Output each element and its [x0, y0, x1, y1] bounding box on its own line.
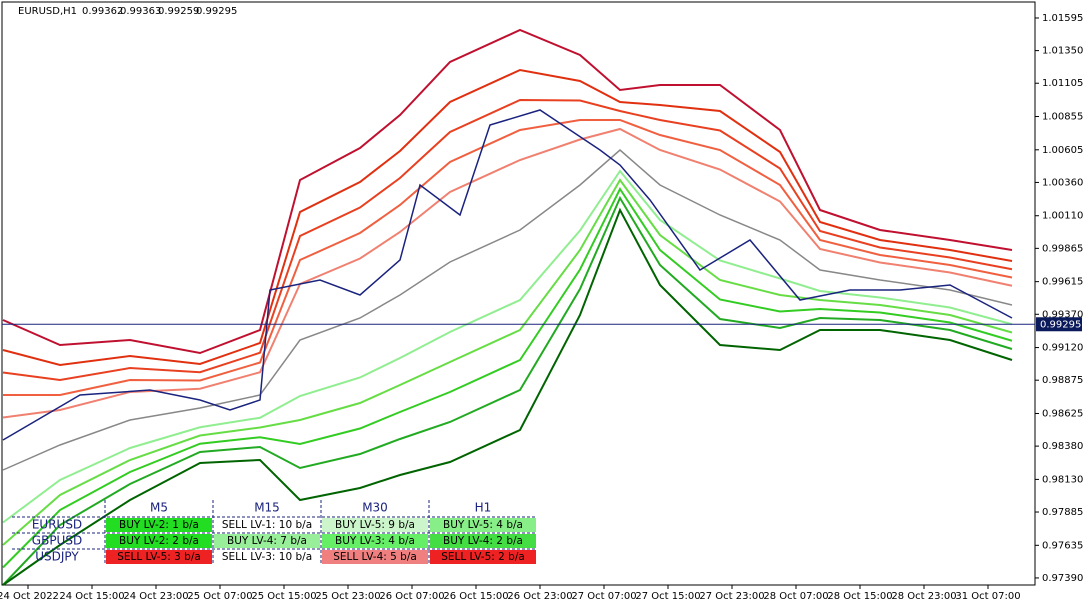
- y-tick-label: 0.97885: [1042, 507, 1083, 518]
- x-tick-label: 27 Oct 23:00: [699, 591, 764, 602]
- y-tick-label: 1.00855: [1042, 112, 1083, 123]
- bands: [2, 28, 1013, 586]
- ohlc-value: 0.99362: [82, 6, 123, 17]
- y-tick-label: 0.99120: [1042, 343, 1083, 354]
- signal-text: BUY LV-2: 2 b/a: [119, 535, 199, 547]
- signal-cell: [106, 550, 212, 564]
- signal-cell: [430, 534, 536, 548]
- y-tick-label: 0.97635: [1042, 540, 1083, 551]
- x-tick-label: 26 Oct 15:00: [443, 591, 508, 602]
- band-line: [2, 68, 1013, 367]
- signal-cell: [430, 518, 536, 532]
- y-tick-label: 1.01105: [1042, 78, 1083, 89]
- signal-text: BUY LV-4: 7 b/a: [227, 535, 307, 547]
- band-line: [2, 169, 1013, 524]
- band-line: [3, 119, 1013, 396]
- ohlc-value: 0.99259: [158, 6, 199, 17]
- ohlc-value: 0.99295: [196, 6, 237, 17]
- y-tick-label: 0.98875: [1042, 375, 1083, 386]
- y-tick-label: 1.00360: [1042, 177, 1083, 188]
- x-tick-label: 28 Oct 07:00: [763, 591, 828, 602]
- y-tick-label: 0.98380: [1042, 441, 1083, 452]
- x-tick-label: 25 Oct 15:00: [251, 591, 316, 602]
- signal-text: BUY LV-5: 9 b/a: [335, 519, 415, 531]
- y-tick-label: 1.00605: [1042, 145, 1083, 156]
- x-tick-label: 24 Oct 15:00: [59, 591, 124, 602]
- signal-cell: [430, 550, 536, 564]
- current-price-box: [1036, 317, 1082, 332]
- signal-cell: [322, 518, 428, 532]
- axes: 1.01595 1.01350 1.01105 1.00855 1.00605 1.003…: [0, 13, 1083, 602]
- x-tick-label: 27 Oct 15:00: [635, 591, 700, 602]
- y-tick-label: 0.99370: [1042, 309, 1083, 320]
- price-line: [2, 109, 1013, 441]
- y-tick-label: 1.00110: [1042, 211, 1083, 222]
- column-header: H1: [475, 501, 492, 515]
- column-header: M15: [254, 501, 280, 515]
- signal-table: M5 M15 M30 H1 EURUSD BUY LV-2: 1 b/a SELL LV-1…: [12, 500, 537, 565]
- signal-text: SELL LV-1: 10 b/a: [222, 519, 312, 531]
- x-tick-label: 24 Oct 2022: [0, 591, 59, 602]
- band-line: [2, 195, 1013, 586]
- y-tick-label: 1.01350: [1042, 46, 1083, 57]
- x-tick-label: 25 Oct 23:00: [315, 591, 380, 602]
- y-tick-label: 1.01595: [1042, 13, 1083, 24]
- x-tick-label: 28 Oct 23:00: [891, 591, 956, 602]
- signal-cell: [106, 518, 212, 532]
- signal-text: BUY LV-4: 2 b/a: [443, 535, 523, 547]
- x-tick-label: 28 Oct 15:00: [827, 591, 892, 602]
- row-symbol: EURUSD: [32, 518, 82, 532]
- x-tick-label: 25 Oct 07:00: [187, 591, 252, 602]
- band-line: [2, 186, 1013, 569]
- signal-text: SELL LV-5: 2 b/a: [441, 551, 525, 563]
- band-line: [2, 127, 1013, 419]
- row-symbol: GBPUSD: [32, 534, 82, 548]
- plot-frame: [1, 1, 1036, 586]
- signal-cell: [322, 534, 428, 548]
- current-price-label: 0.99295: [1040, 319, 1081, 330]
- signal-text: SELL LV-4: 5 b/a: [333, 551, 417, 563]
- band-line: [2, 98, 1013, 382]
- x-tick-label: 27 Oct 07:00: [571, 591, 636, 602]
- x-tick-label: 26 Oct 07:00: [379, 591, 444, 602]
- row-symbol: USDJPY: [35, 550, 79, 564]
- band-line: [2, 178, 1013, 546]
- column-header: M5: [150, 501, 168, 515]
- signal-cell: [214, 534, 320, 548]
- signal-cell: [322, 550, 428, 564]
- symbol: EURUSD,H1: [18, 6, 77, 17]
- signal-text: BUY LV-3: 4 b/a: [335, 535, 415, 547]
- signal-cell: [214, 550, 320, 564]
- ohlc-value: 0.99363: [120, 6, 161, 17]
- signal-cell: [214, 518, 320, 532]
- y-tick-label: 0.98625: [1042, 408, 1083, 419]
- band-line: [2, 207, 1013, 586]
- signal-text: SELL LV-3: 10 b/a: [222, 551, 312, 563]
- y-tick-label: 0.97390: [1042, 573, 1083, 584]
- signal-text: SELL LV-5: 3 b/a: [117, 551, 201, 563]
- band-line: [2, 149, 1013, 471]
- signal-cell: [106, 534, 212, 548]
- y-tick-label: 0.99865: [1042, 243, 1083, 254]
- x-tick-label: 26 Oct 23:00: [507, 591, 572, 602]
- y-tick-label: 0.99615: [1042, 277, 1083, 288]
- x-tick-label: 24 Oct 23:00: [123, 591, 188, 602]
- band-line: [2, 28, 1013, 355]
- signal-text: BUY LV-2: 1 b/a: [119, 519, 199, 531]
- column-header: M30: [362, 501, 388, 515]
- signal-text: BUY LV-5: 4 b/a: [443, 519, 523, 531]
- x-tick-label: 31 Oct 07:00: [955, 591, 1020, 602]
- y-tick-label: 0.98130: [1042, 474, 1083, 485]
